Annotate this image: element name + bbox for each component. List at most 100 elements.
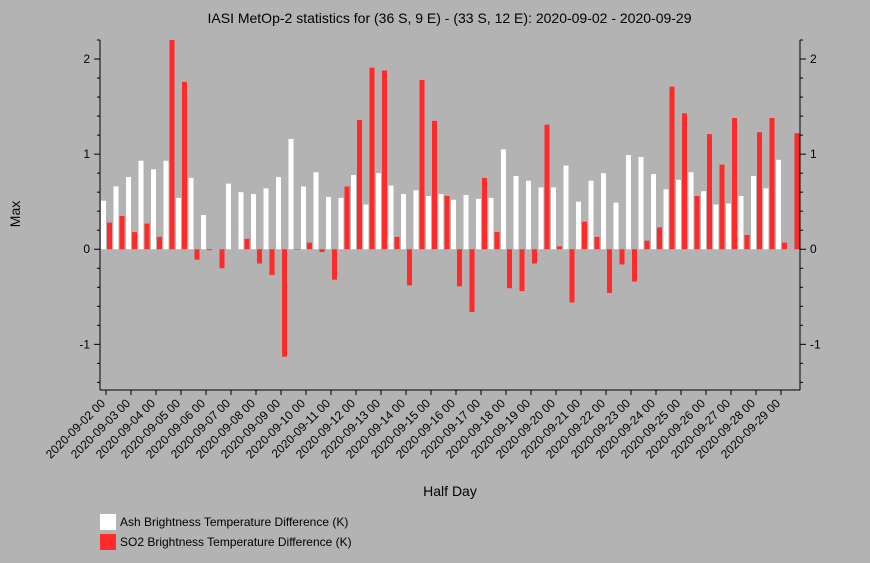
bar-ash [138,160,144,250]
bar-ash [363,204,369,250]
legend-swatch-ash [100,514,116,530]
legend-label-so2: SO2 Brightness Temperature Difference (K… [120,535,352,549]
y-tick-label: 0 [83,242,90,256]
bar-so2 [482,177,487,250]
bar-so2 [557,246,562,250]
bar-so2 [244,238,250,250]
bar-ash [438,194,444,250]
bar-so2 [669,86,675,250]
bar-ash [238,192,244,250]
bar-ash [626,155,631,250]
bar-ash [563,165,569,250]
bar-ash [463,195,469,250]
bar-ash [313,172,319,250]
y-tick-label: -1 [79,337,90,351]
legend-item-ash: Ash Brightness Temperature Difference (K… [100,512,352,532]
bar-ash [501,149,506,250]
bar-so2 [582,221,587,250]
bar-so2 [457,249,462,287]
plot-area [101,40,800,357]
bar-ash [451,199,456,250]
bar-so2 [107,222,112,250]
bar-so2 [369,67,375,250]
bar-so2 [119,215,125,250]
bar-ash [701,191,706,250]
bar-so2 [182,81,187,250]
bar-ash [288,138,294,250]
bar-so2 [569,249,575,303]
bar-so2 [732,117,737,250]
bar-ash [726,203,731,250]
bar-ash [376,173,381,250]
bar-so2 [332,249,337,280]
bar-ash [113,186,119,250]
bar-so2 [219,249,225,269]
y-axis-label: Max [7,201,23,227]
bar-so2 [282,249,287,357]
bar-ash [188,177,194,250]
bar-ash [226,183,231,250]
bar-so2 [632,249,637,282]
bar-so2 [757,132,762,250]
y-tick-label: 1 [83,147,90,161]
bar-ash [101,200,106,250]
bar-so2 [532,249,537,264]
bar-so2 [519,249,525,292]
bar-so2 [782,242,787,250]
bar-so2 [707,134,712,250]
bar-so2 [682,113,687,250]
bar-ash [413,190,419,250]
bar-so2 [719,164,725,250]
legend: Ash Brightness Temperature Difference (K… [100,512,352,552]
bar-ash [126,176,131,250]
bar-ash [763,188,769,250]
bar-ash [613,202,619,250]
bar-so2 [619,249,625,265]
bar-so2 [307,242,312,250]
legend-item-so2: SO2 Brightness Temperature Difference (K… [100,532,352,552]
bar-ash [601,173,606,250]
bar-so2 [607,249,612,293]
bar-so2 [132,232,137,250]
bar-ash [201,215,206,250]
bar-ash [676,179,681,250]
bar-ash [151,169,156,250]
bar-so2 [744,234,750,250]
bar-ash [488,197,494,250]
bar-so2 [469,249,475,313]
bar-ash [663,189,669,250]
bar-so2 [419,79,425,250]
y-tick-label: 1 [810,147,817,161]
bar-ash [538,187,544,250]
bar-so2 [644,240,650,250]
bar-so2 [769,117,775,250]
bar-ash [276,176,281,250]
legend-label-ash: Ash Brightness Temperature Difference (K… [120,515,349,529]
bar-so2 [494,232,500,250]
bar-ash [176,197,181,250]
bar-ash [388,185,394,250]
bar-so2 [344,186,350,250]
chart-title: IASI MetOp-2 statistics for (36 S, 9 E) … [208,10,692,26]
bar-so2 [444,195,450,250]
bar-ash [588,180,594,250]
bar-ash [513,176,519,250]
bar-so2 [794,133,800,250]
y-tick-label: 2 [810,52,817,66]
bar-so2 [694,195,700,250]
bar-so2 [657,227,662,250]
bar-so2 [207,249,212,251]
y-tick-label: 0 [810,242,817,256]
y-tick-label: 2 [83,52,90,66]
bar-so2 [319,249,325,253]
bar-ash [426,195,431,250]
bar-ash [638,156,644,250]
y-axis-left: 2 1 0 -1 [79,39,101,390]
bar-ash [776,159,781,250]
bar-ash [576,201,581,250]
legend-swatch-so2 [100,534,116,550]
bar-ash [526,180,531,250]
bar-so2 [594,236,600,250]
bar-so2 [394,236,400,250]
